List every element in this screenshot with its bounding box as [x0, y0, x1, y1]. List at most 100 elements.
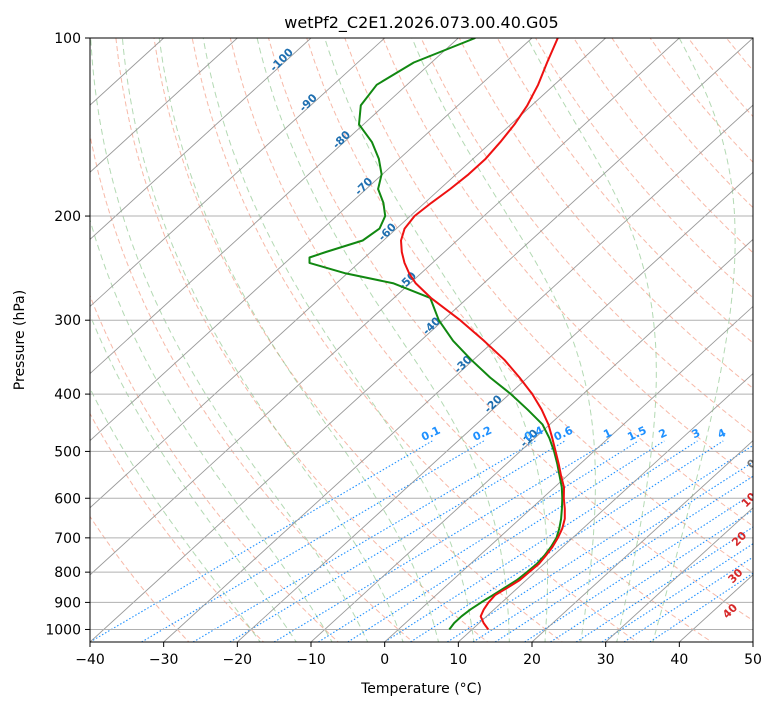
- dry-adiabat: [90, 132, 414, 642]
- isotherm-label: -100: [267, 45, 296, 74]
- x-tick-label: −30: [149, 652, 179, 668]
- wet-bulb-label: 40: [720, 601, 740, 621]
- x-tick-label: 40: [670, 652, 688, 668]
- dry-adiabat: [382, 38, 753, 481]
- y-tick-label: 300: [54, 313, 81, 329]
- y-tick-label: 400: [54, 387, 81, 403]
- plot-area: -100-90-80-70-60-50-40-30-20-100.1 0.2 0.4…: [90, 38, 775, 644]
- temperature-profile-line: [400, 38, 566, 631]
- mixing-ratio-line: [446, 444, 753, 642]
- x-tick-label: 0: [380, 652, 389, 668]
- isotherm: [605, 507, 753, 642]
- dry-adiabat: [496, 38, 753, 344]
- y-tick-label: 800: [54, 565, 81, 581]
- x-tick-label: −40: [75, 652, 105, 668]
- isotherm: [90, 38, 753, 642]
- isotherm-label: -30: [451, 353, 474, 376]
- dry-adiabat: [458, 38, 753, 389]
- isotherm: [458, 372, 753, 642]
- mixing-ratio-line: [649, 572, 753, 642]
- mixing-ratio-line: [494, 475, 753, 642]
- wet-bulb-label: 0: [744, 456, 759, 471]
- x-tick-label: 20: [523, 652, 541, 668]
- dry-adiabat: [115, 38, 489, 642]
- y-tick-label: 900: [54, 595, 81, 611]
- isotherms: [90, 38, 753, 642]
- moist-adiabat: [652, 38, 736, 642]
- dry-adiabat: [687, 38, 753, 118]
- chart-title: wetPf2_C2E1.2026.073.00.40.G05: [284, 13, 558, 33]
- y-tick-label: 100: [54, 31, 81, 47]
- dry-adiabat: [649, 38, 753, 163]
- y-tick-label: 500: [54, 444, 81, 460]
- mixing-ratio-lines: [90, 440, 753, 642]
- isotherm: [90, 38, 238, 173]
- x-tick-label: −20: [223, 652, 253, 668]
- line-labels: -100-90-80-70-60-50-40-30-20-100.1 0.2 0.4…: [267, 45, 765, 621]
- mixing-ratio-line: [318, 440, 639, 642]
- moist-adiabat: [90, 218, 333, 642]
- mixing-ratio-line: [472, 461, 753, 642]
- mixing-ratio-line: [384, 440, 698, 642]
- mixing-ratio-line: [601, 543, 753, 642]
- moist-adiabat: [90, 313, 297, 642]
- sounding-profiles: [308, 38, 566, 631]
- mixing-ratio-line: [90, 440, 433, 642]
- isotherm: [531, 440, 753, 642]
- mixing-ratio-label: 2: [657, 426, 669, 441]
- dry-adiabat: [573, 38, 753, 254]
- moist-adiabat: [202, 38, 475, 642]
- isotherm: [752, 641, 753, 642]
- dry-adiabat: [90, 515, 190, 642]
- isotherm: [237, 171, 753, 642]
- dry-adiabat: [765, 38, 775, 644]
- dry-adiabats: [90, 38, 775, 644]
- isotherm: [90, 38, 680, 576]
- mixing-ratio-label: 1: [601, 426, 613, 441]
- mixing-ratio-label: 1.5: [625, 424, 648, 444]
- y-tick-label: 700: [54, 531, 81, 547]
- x-tick-label: 50: [744, 652, 762, 668]
- x-tick-label: 10: [449, 652, 467, 668]
- isotherm: [90, 38, 459, 375]
- isotherm-label: -70: [352, 175, 375, 198]
- y-axis-label: Pressure (hPa): [12, 290, 28, 390]
- mixing-ratio-label: 0.6: [552, 424, 575, 444]
- moist-adiabat: [256, 38, 510, 642]
- dry-adiabat: [306, 38, 753, 574]
- isotherm-label: -80: [330, 128, 353, 151]
- x-tick-label: 30: [597, 652, 615, 668]
- mixing-ratio-line: [192, 440, 536, 642]
- isotherm: [310, 238, 753, 642]
- y-tick-label: 1000: [45, 622, 81, 638]
- dry-adiabat: [420, 38, 753, 435]
- y-tick-label: 600: [54, 491, 81, 507]
- x-axis-label: Temperature (°C): [360, 681, 482, 697]
- isotherm-label: -20: [482, 392, 505, 415]
- isotherm-label: -40: [420, 314, 443, 337]
- mixing-ratio-label: 0.1: [419, 424, 442, 444]
- mixing-ratio-line: [347, 440, 665, 642]
- plot-frame: [89, 37, 754, 643]
- x-tick-label: −10: [296, 652, 326, 668]
- wet-bulb-label: 30: [726, 566, 746, 586]
- isotherm-label: -90: [297, 91, 320, 114]
- x-axis: −40 −30 −20 −10 0 10 20 30 40 50: [75, 642, 762, 668]
- dry-adiabat: [535, 38, 753, 299]
- mixing-ratio-line: [229, 440, 566, 642]
- isotherm: [90, 38, 606, 509]
- dewpoint-profile-line: [308, 38, 564, 631]
- moist-adiabats: [90, 38, 736, 642]
- mixing-ratio-label: 4: [716, 426, 729, 441]
- wet-bulb-label: 20: [729, 529, 749, 549]
- wet-bulb-label: 10: [739, 490, 759, 510]
- pressure-gridlines: [90, 38, 753, 630]
- isotherm: [163, 104, 753, 642]
- isotherm: [90, 38, 312, 240]
- mixing-ratio-line: [273, 440, 610, 642]
- isotherm: [90, 38, 385, 308]
- y-axis: 100 200 300 400 500 600 700 800 900 1000: [45, 31, 90, 638]
- dry-adiabat: [344, 38, 753, 527]
- mixing-ratio-label: 6: [752, 426, 765, 441]
